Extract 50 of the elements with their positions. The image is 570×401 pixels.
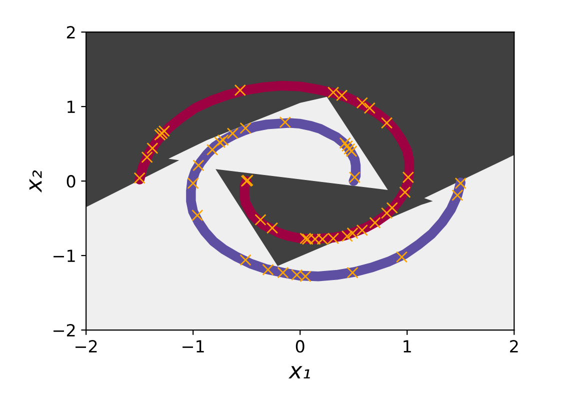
point [380, 207, 393, 219]
point [192, 160, 204, 172]
point [279, 116, 291, 128]
point [380, 117, 393, 129]
x-tick-label: 0 [296, 340, 304, 353]
point [327, 86, 340, 98]
point [234, 84, 246, 96]
point [240, 254, 252, 266]
point [266, 222, 278, 234]
point [454, 177, 466, 190]
point [452, 189, 464, 202]
y-tick-label: −2 [54, 324, 75, 336]
x-tick-label: −1 [182, 340, 204, 352]
x-tick-label: 1 [404, 340, 411, 352]
point [141, 151, 153, 164]
point [336, 90, 348, 102]
point [346, 266, 358, 279]
point [146, 142, 158, 154]
point [240, 122, 252, 134]
point [346, 145, 358, 158]
point [277, 266, 289, 279]
x-axis-title: x₁ [288, 366, 310, 378]
point [158, 125, 170, 137]
point [399, 186, 411, 198]
point [206, 144, 218, 156]
point [364, 102, 376, 114]
y-tick-label: 0 [66, 175, 76, 188]
point [343, 143, 356, 155]
y-tick-label: 1 [68, 100, 75, 113]
point [214, 136, 226, 148]
point [341, 230, 354, 242]
x-tick-label: −2 [76, 340, 97, 352]
point [348, 171, 361, 184]
point [187, 177, 199, 190]
y-tick-label: −1 [54, 250, 75, 262]
point [254, 214, 266, 226]
point [402, 171, 414, 184]
point [134, 172, 146, 184]
point [226, 128, 239, 140]
point [262, 264, 274, 276]
y-axis-title: x₂ [29, 170, 42, 193]
point [386, 202, 398, 214]
point [192, 209, 204, 222]
point [339, 137, 351, 149]
point [356, 96, 368, 109]
point [217, 134, 229, 146]
point [369, 216, 381, 229]
point [396, 251, 408, 263]
y-tick-label: 2 [66, 26, 75, 38]
x-tick-label: 2 [510, 340, 518, 352]
